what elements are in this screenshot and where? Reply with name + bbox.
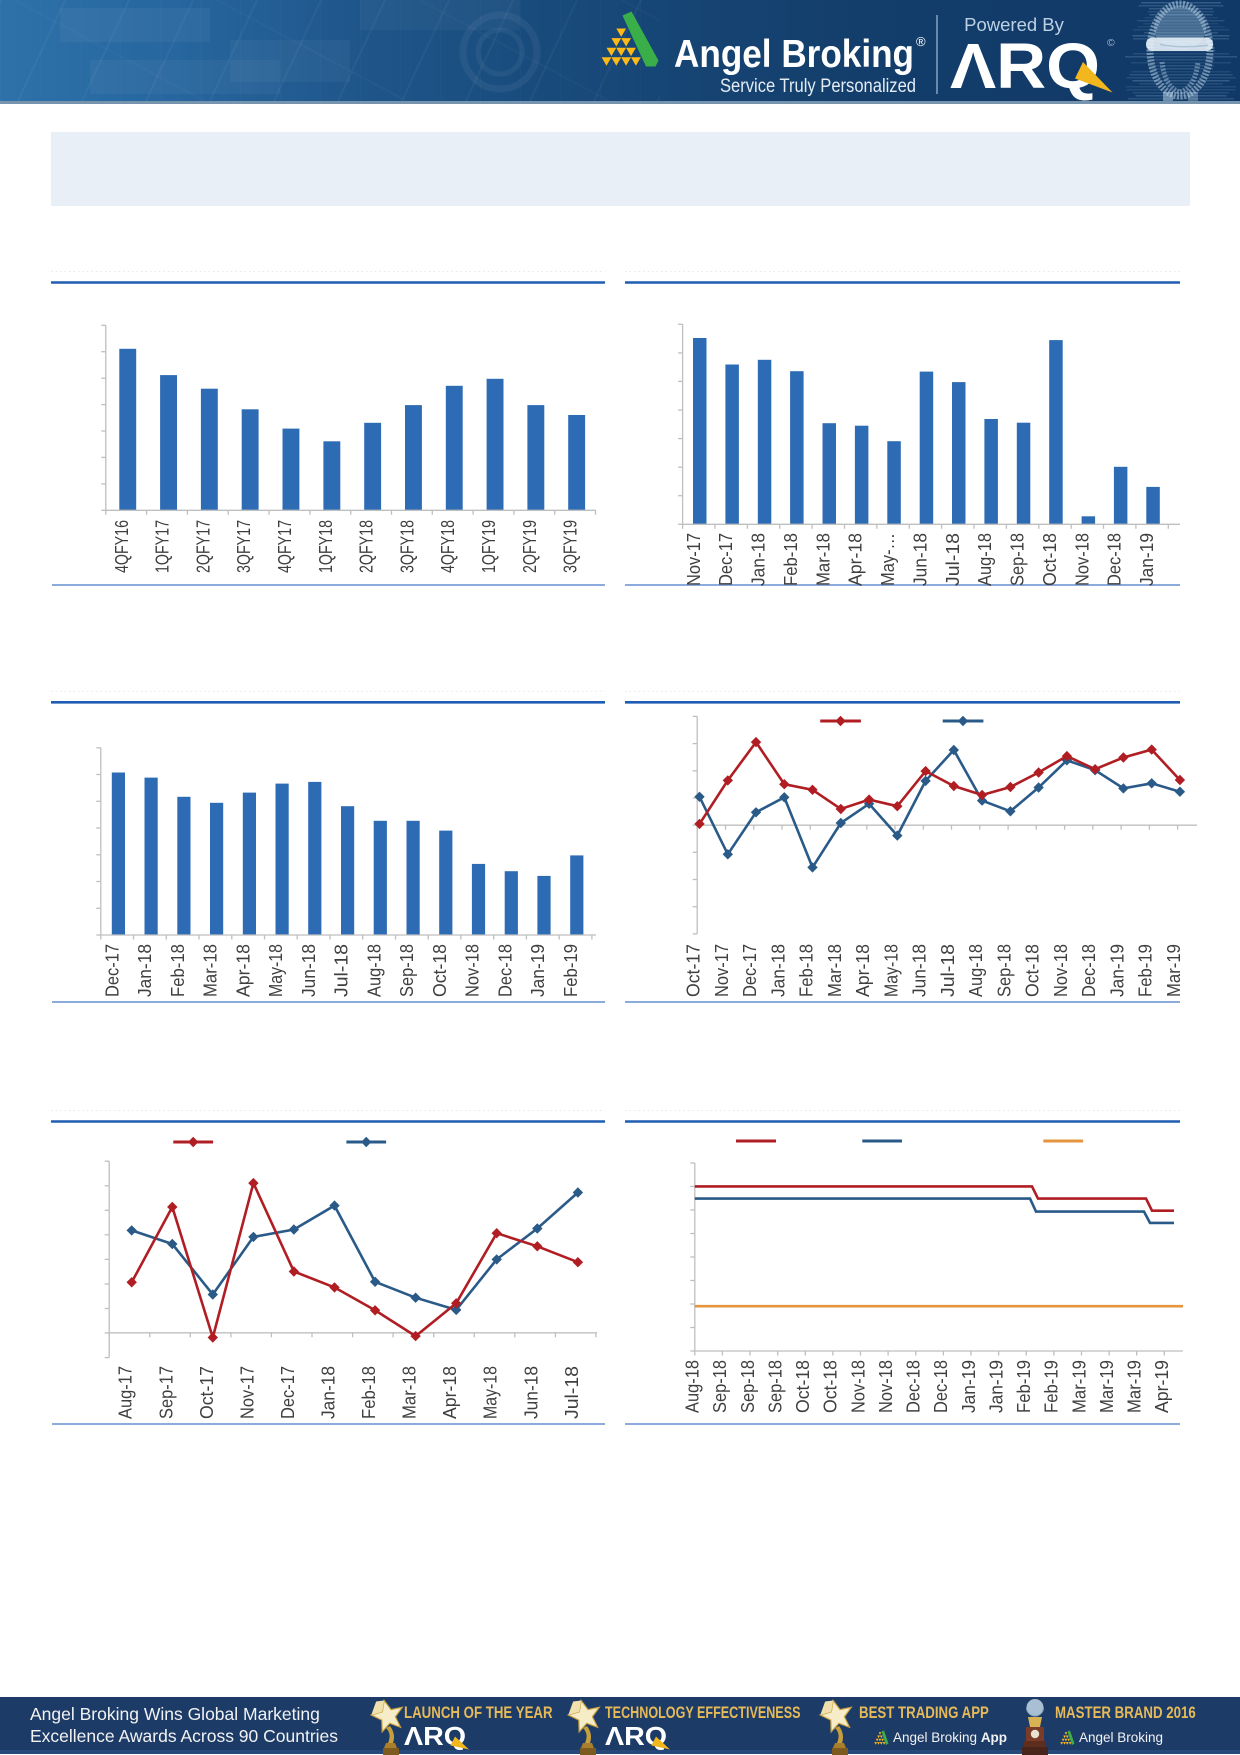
svg-text:Jul-18: Jul-18 [561, 1366, 582, 1419]
svg-text:Oct-17: Oct-17 [683, 944, 704, 997]
svg-text:Jan-18: Jan-18 [318, 1366, 339, 1419]
svg-text:Nov-18: Nov-18 [875, 1360, 896, 1413]
svg-text:Dec-17: Dec-17 [739, 944, 760, 997]
svg-text:Jan-19: Jan-19 [985, 1360, 1006, 1413]
svg-text:Jun-18: Jun-18 [909, 944, 930, 997]
svg-text:1QFY18: 1QFY18 [315, 520, 336, 573]
svg-text:Aug-18: Aug-18 [363, 944, 384, 997]
svg-text:Jan-19: Jan-19 [958, 1360, 979, 1413]
svg-text:Jun-18: Jun-18 [909, 533, 930, 586]
svg-text:Mar-18: Mar-18 [399, 1366, 420, 1419]
svg-text:May-18: May-18 [265, 944, 286, 997]
svg-text:Dec-18: Dec-18 [903, 1360, 924, 1413]
svg-text:May-18: May-18 [880, 944, 901, 997]
svg-text:Mar-19: Mar-19 [1163, 944, 1184, 997]
svg-text:Apr-18: Apr-18 [439, 1366, 460, 1419]
svg-text:Feb-18: Feb-18 [796, 944, 817, 997]
svg-text:Jan-18: Jan-18 [767, 944, 788, 997]
svg-text:Apr-18: Apr-18 [845, 533, 866, 586]
svg-text:Nov-17: Nov-17 [711, 944, 732, 997]
svg-text:Powered By: Powered By [964, 14, 1064, 35]
svg-text:®: ® [916, 34, 926, 49]
svg-text:Sep-18: Sep-18 [737, 1360, 758, 1413]
svg-text:Feb-19: Feb-19 [1135, 944, 1156, 997]
svg-text:Nov-18: Nov-18 [1050, 944, 1071, 997]
svg-text:Mar-19: Mar-19 [1096, 1360, 1117, 1413]
svg-text:Feb-18: Feb-18 [358, 1366, 379, 1419]
svg-text:Feb-19: Feb-19 [560, 944, 581, 997]
svg-text:Dec-18: Dec-18 [1104, 533, 1125, 586]
svg-text:Sep-18: Sep-18 [765, 1360, 786, 1413]
svg-text:Jun-18: Jun-18 [520, 1366, 541, 1419]
svg-text:Nov-18: Nov-18 [1071, 533, 1092, 586]
svg-text:Dec-18: Dec-18 [494, 944, 515, 997]
svg-text:Sep-18: Sep-18 [1007, 533, 1028, 586]
svg-text:Jan-18: Jan-18 [748, 533, 769, 586]
svg-text:Jul-18: Jul-18 [937, 944, 958, 997]
svg-text:Feb-18: Feb-18 [780, 533, 801, 586]
svg-text:3QFY17: 3QFY17 [233, 520, 254, 573]
svg-text:Dec-18: Dec-18 [1078, 944, 1099, 997]
svg-text:2QFY17: 2QFY17 [192, 520, 213, 573]
svg-text:Nov-17: Nov-17 [683, 533, 704, 586]
svg-text:Mar-18: Mar-18 [200, 944, 221, 997]
svg-text:Angel Broking: Angel Broking [674, 33, 914, 76]
svg-text:Jan-19: Jan-19 [1106, 944, 1127, 997]
svg-text:Feb-18: Feb-18 [167, 944, 188, 997]
svg-text:Mar-19: Mar-19 [1068, 1360, 1089, 1413]
svg-text:Oct-18: Oct-18 [429, 944, 450, 997]
svg-text:Dec-17: Dec-17 [277, 1366, 298, 1419]
svg-text:ΛRQ: ΛRQ [950, 30, 1100, 101]
svg-text:4QFY16: 4QFY16 [111, 520, 132, 573]
svg-text:4QFY17: 4QFY17 [274, 520, 295, 573]
svg-text:Mar-18: Mar-18 [824, 944, 845, 997]
svg-text:Dec-17: Dec-17 [715, 533, 736, 586]
svg-text:Service Truly Personalized: Service Truly Personalized [720, 76, 916, 97]
svg-text:Jul-18: Jul-18 [942, 533, 963, 586]
svg-text:3QFY18: 3QFY18 [396, 520, 417, 573]
svg-text:Jul-18: Jul-18 [331, 944, 352, 997]
svg-text:Oct-17: Oct-17 [196, 1366, 217, 1419]
svg-text:Jan-19: Jan-19 [1136, 533, 1157, 586]
svg-text:Aug-18: Aug-18 [682, 1360, 703, 1413]
svg-text:Feb-19: Feb-19 [1013, 1360, 1034, 1413]
svg-text:Dec-17: Dec-17 [101, 944, 122, 997]
svg-text:©: © [1107, 37, 1115, 49]
svg-text:Oct-18: Oct-18 [792, 1360, 813, 1413]
svg-text:Apr-19: Apr-19 [1151, 1360, 1172, 1413]
svg-text:May-…: May-… [877, 533, 898, 586]
svg-text:Oct-18: Oct-18 [1039, 533, 1060, 586]
svg-text:Sep-18: Sep-18 [709, 1360, 730, 1413]
svg-text:4QFY18: 4QFY18 [437, 520, 458, 573]
svg-text:2QFY19: 2QFY19 [519, 520, 540, 573]
svg-text:Nov-18: Nov-18 [847, 1360, 868, 1413]
svg-text:Jan-18: Jan-18 [134, 944, 155, 997]
svg-text:Oct-18: Oct-18 [1022, 944, 1043, 997]
svg-text:Nov-18: Nov-18 [462, 944, 483, 997]
svg-text:Mar-18: Mar-18 [812, 533, 833, 586]
svg-text:Nov-17: Nov-17 [236, 1366, 257, 1419]
svg-text:3QFY19: 3QFY19 [560, 520, 581, 573]
svg-text:Apr-18: Apr-18 [232, 944, 253, 997]
svg-text:Jun-18: Jun-18 [298, 944, 319, 997]
svg-text:Oct-18: Oct-18 [820, 1360, 841, 1413]
svg-text:Sep-18: Sep-18 [993, 944, 1014, 997]
svg-text:1QFY19: 1QFY19 [478, 520, 499, 573]
svg-text:May-18: May-18 [480, 1366, 501, 1419]
svg-text:Jan-19: Jan-19 [527, 944, 548, 997]
svg-text:Mar-19: Mar-19 [1124, 1360, 1145, 1413]
svg-text:Aug-18: Aug-18 [974, 533, 995, 586]
svg-text:Feb-19: Feb-19 [1041, 1360, 1062, 1413]
svg-text:2QFY18: 2QFY18 [356, 520, 377, 573]
svg-text:1QFY17: 1QFY17 [152, 520, 173, 573]
svg-text:Aug-18: Aug-18 [965, 944, 986, 997]
svg-text:Apr-18: Apr-18 [852, 944, 873, 997]
svg-text:Aug-17: Aug-17 [115, 1366, 136, 1419]
svg-text:Sep-18: Sep-18 [396, 944, 417, 997]
svg-text:Sep-17: Sep-17 [155, 1366, 176, 1419]
svg-text:Dec-18: Dec-18 [930, 1360, 951, 1413]
